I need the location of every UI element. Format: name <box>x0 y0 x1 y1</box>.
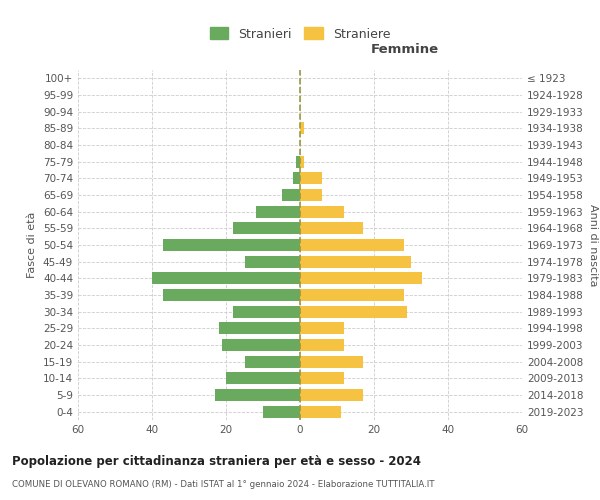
Bar <box>300 156 304 168</box>
Text: COMUNE DI OLEVANO ROMANO (RM) - Dati ISTAT al 1° gennaio 2024 - Elaborazione TUT: COMUNE DI OLEVANO ROMANO (RM) - Dati IST… <box>12 480 434 489</box>
Bar <box>233 306 300 318</box>
Bar <box>300 256 411 268</box>
Bar <box>293 172 300 184</box>
Bar <box>300 406 341 417</box>
Bar <box>300 339 344 351</box>
Bar <box>245 356 300 368</box>
Bar <box>300 206 344 218</box>
Y-axis label: Fasce di età: Fasce di età <box>28 212 37 278</box>
Bar <box>163 289 300 301</box>
Bar <box>223 339 300 351</box>
Bar <box>300 272 422 284</box>
Bar <box>300 289 404 301</box>
Bar <box>226 372 300 384</box>
Bar <box>300 122 304 134</box>
Bar <box>300 372 344 384</box>
Bar <box>163 239 300 251</box>
Bar <box>152 272 300 284</box>
Bar <box>263 406 300 417</box>
Bar <box>300 189 322 201</box>
Bar <box>300 306 407 318</box>
Text: Popolazione per cittadinanza straniera per età e sesso - 2024: Popolazione per cittadinanza straniera p… <box>12 455 421 468</box>
Bar <box>281 189 300 201</box>
Bar <box>300 239 404 251</box>
Bar <box>300 356 363 368</box>
Legend: Stranieri, Straniere: Stranieri, Straniere <box>209 28 391 40</box>
Bar <box>218 322 300 334</box>
Bar <box>256 206 300 218</box>
Bar <box>300 389 363 401</box>
Bar <box>300 222 363 234</box>
Bar <box>233 222 300 234</box>
Bar <box>300 172 322 184</box>
Y-axis label: Anni di nascita: Anni di nascita <box>587 204 598 286</box>
Bar <box>215 389 300 401</box>
Bar <box>296 156 300 168</box>
Bar <box>245 256 300 268</box>
Text: Femmine: Femmine <box>370 43 439 56</box>
Bar <box>300 322 344 334</box>
